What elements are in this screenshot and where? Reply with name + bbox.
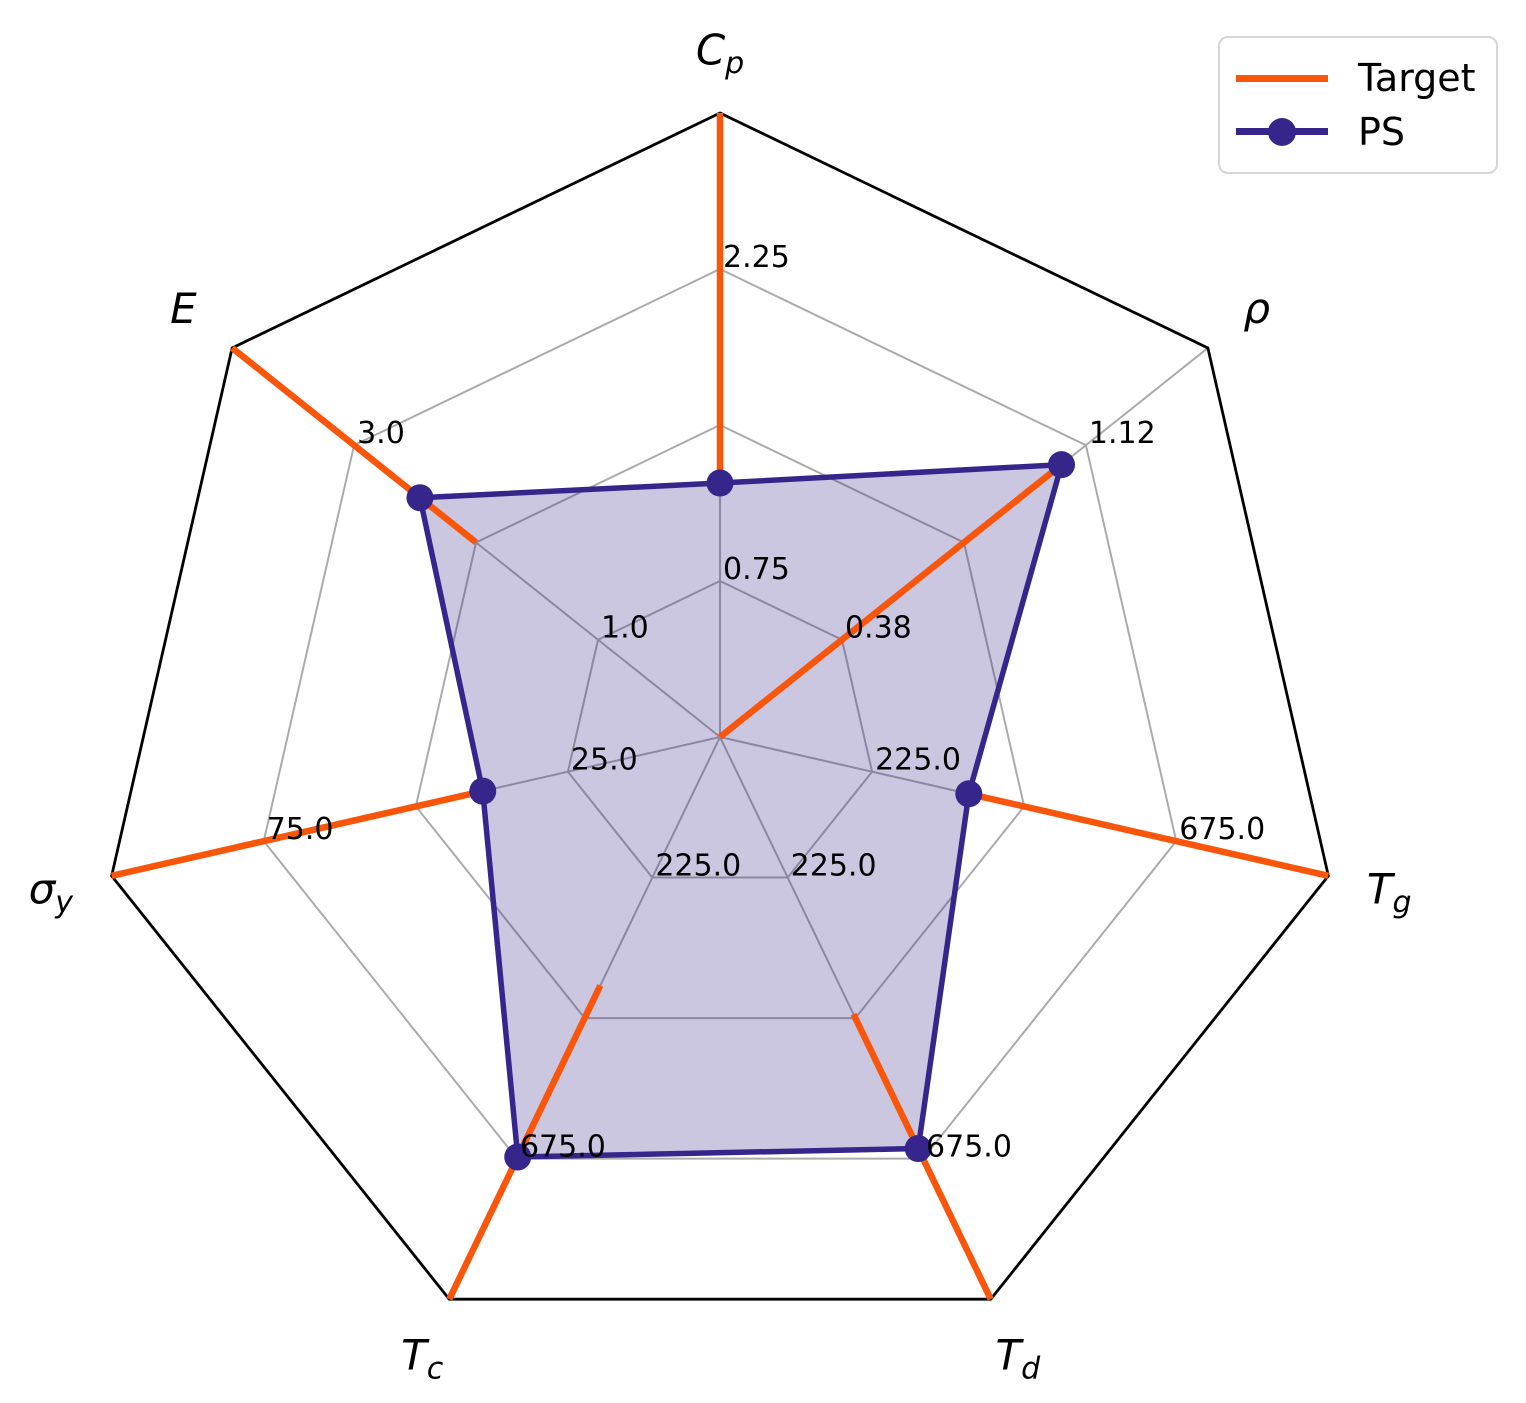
ps-area bbox=[419, 464, 1062, 1157]
tick-label-Td-outer: 675.0 bbox=[926, 1130, 1012, 1165]
tick-label-Td-inner: 225.0 bbox=[791, 849, 877, 884]
tick-label-Tg-outer: 675.0 bbox=[1179, 812, 1265, 847]
tick-label-rho-inner: 0.38 bbox=[845, 611, 912, 646]
ps-markers bbox=[406, 451, 1076, 1171]
axis-label-sub-sigma_y: y bbox=[54, 886, 74, 921]
legend-item-ps: PS bbox=[1236, 113, 1486, 151]
grid-ring-0.25 bbox=[566, 579, 874, 879]
ps-point-sigma_y bbox=[469, 777, 497, 805]
axis-label-sub-Cp: p bbox=[724, 47, 744, 82]
tick-label-Tg-inner: 225.0 bbox=[875, 743, 961, 778]
legend-item-target: Target bbox=[1236, 59, 1486, 97]
legend: Target PS bbox=[1218, 36, 1498, 174]
tick-label-Tc-outer: 675.0 bbox=[520, 1130, 606, 1165]
tick-label-Cp-outer: 2.25 bbox=[723, 240, 790, 275]
tick-labels: 0.75 2.25 0.38 1.12 225.0 675.0 225.0 675.0 225.… bbox=[267, 240, 1265, 1165]
axis-label-main-sigma_y: σ bbox=[29, 865, 57, 914]
target-swatch bbox=[1236, 64, 1328, 92]
target-segment-rho bbox=[717, 462, 1064, 740]
legend-label-ps: PS bbox=[1358, 109, 1406, 154]
target-segment-Tg bbox=[968, 790, 1330, 880]
tick-label-Tc-inner: 225.0 bbox=[655, 849, 741, 884]
target-segment-Tc bbox=[446, 984, 604, 1301]
ps-point-E bbox=[406, 484, 434, 512]
ps-fill-area bbox=[419, 464, 1062, 1157]
axis-label-main-E: E bbox=[170, 284, 197, 333]
axis-label-sub-Tc: c bbox=[427, 1351, 444, 1386]
tick-label-rho-outer: 1.12 bbox=[1089, 416, 1156, 451]
axis-label-Tg: Tg bbox=[1367, 865, 1412, 921]
ps-point-Td bbox=[904, 1135, 932, 1163]
tick-label-E-inner: 1.0 bbox=[601, 611, 649, 646]
axis-label-main-rho: ρ bbox=[1243, 284, 1270, 333]
tick-label-Cp-inner: 0.75 bbox=[723, 552, 790, 587]
axis-label-main-Td: T bbox=[995, 1330, 1024, 1379]
ps-polygon bbox=[416, 461, 1066, 1160]
grid-ring-0.75 bbox=[262, 267, 1178, 1160]
grid-ring-0.5 bbox=[414, 423, 1026, 1020]
axis-label-Cp: Cp bbox=[696, 26, 744, 82]
target-line-icon bbox=[1236, 74, 1328, 82]
tick-label-sigma_y-outer: 75.0 bbox=[267, 812, 334, 847]
axis-label-sigma_y: σy bbox=[29, 865, 75, 921]
axis-label-rho: ρ bbox=[1243, 284, 1270, 333]
ps-outline bbox=[416, 461, 1066, 1160]
ps-swatch bbox=[1236, 117, 1328, 146]
axis-label-E: E bbox=[170, 284, 197, 333]
tick-label-sigma_y-inner: 25.0 bbox=[571, 743, 638, 778]
outer-boundary bbox=[110, 111, 1330, 1301]
grid-rings bbox=[262, 267, 1178, 1160]
axis-label-main-Cp: C bbox=[696, 26, 726, 75]
ps-point-rho bbox=[1048, 451, 1076, 479]
ps-point-Tg bbox=[955, 780, 983, 808]
outer-heptagon bbox=[110, 111, 1330, 1301]
axis-label-sub-Td: d bbox=[1021, 1351, 1041, 1386]
ps-point-Tc bbox=[504, 1143, 532, 1171]
axis-label-sub-Tg: g bbox=[1392, 886, 1411, 921]
ps-point-Cp bbox=[706, 469, 734, 497]
axis-label-main-Tg: T bbox=[1367, 865, 1396, 914]
tick-label-E-outer: 3.0 bbox=[357, 416, 405, 451]
axis-label-main-Tc: T bbox=[401, 1330, 430, 1379]
target-segment-sigma_y bbox=[110, 787, 484, 880]
legend-label-target: Target bbox=[1358, 56, 1476, 101]
target-segment-E bbox=[230, 345, 479, 546]
ps-marker-dot-icon bbox=[1268, 117, 1296, 146]
axis-label-Td: Td bbox=[995, 1330, 1041, 1386]
axis-label-Tc: Tc bbox=[401, 1330, 444, 1386]
